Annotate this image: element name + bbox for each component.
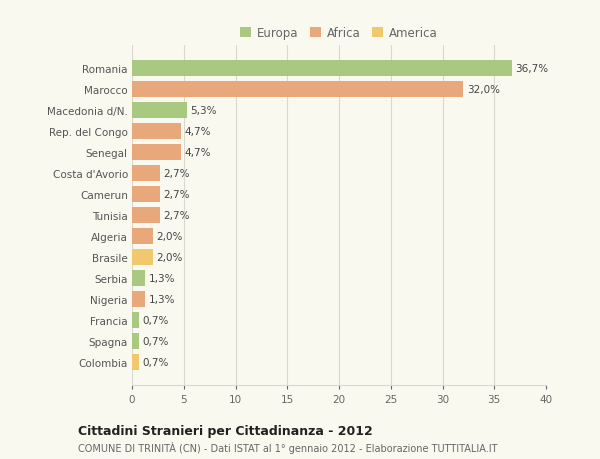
Text: 2,7%: 2,7%: [164, 169, 190, 179]
Text: 4,7%: 4,7%: [184, 127, 211, 137]
Text: 5,3%: 5,3%: [190, 106, 217, 116]
Bar: [132, 145, 181, 161]
Bar: [132, 208, 160, 224]
Text: 36,7%: 36,7%: [515, 64, 548, 74]
Text: 4,7%: 4,7%: [184, 148, 211, 158]
Bar: [132, 82, 463, 98]
Bar: [132, 62, 512, 77]
Text: 0,7%: 0,7%: [143, 357, 169, 367]
Bar: [132, 229, 152, 245]
Bar: [132, 313, 139, 328]
Text: 32,0%: 32,0%: [467, 85, 500, 95]
Bar: [132, 271, 145, 286]
Text: 0,7%: 0,7%: [143, 315, 169, 325]
Bar: [132, 354, 139, 370]
Text: 0,7%: 0,7%: [143, 336, 169, 347]
Text: 2,0%: 2,0%: [157, 232, 182, 241]
Text: 1,3%: 1,3%: [149, 295, 176, 304]
Bar: [132, 187, 160, 202]
Bar: [132, 124, 181, 140]
Bar: [132, 250, 152, 265]
Bar: [132, 291, 145, 308]
Text: 2,7%: 2,7%: [164, 211, 190, 221]
Bar: [132, 103, 187, 119]
Text: COMUNE DI TRINITÀ (CN) - Dati ISTAT al 1° gennaio 2012 - Elaborazione TUTTITALIA: COMUNE DI TRINITÀ (CN) - Dati ISTAT al 1…: [78, 441, 497, 453]
Bar: [132, 166, 160, 182]
Text: 2,0%: 2,0%: [157, 252, 182, 263]
Text: 2,7%: 2,7%: [164, 190, 190, 200]
Text: 1,3%: 1,3%: [149, 274, 176, 284]
Text: Cittadini Stranieri per Cittadinanza - 2012: Cittadini Stranieri per Cittadinanza - 2…: [78, 424, 373, 437]
Bar: [132, 334, 139, 349]
Legend: Europa, Africa, America: Europa, Africa, America: [238, 25, 440, 42]
